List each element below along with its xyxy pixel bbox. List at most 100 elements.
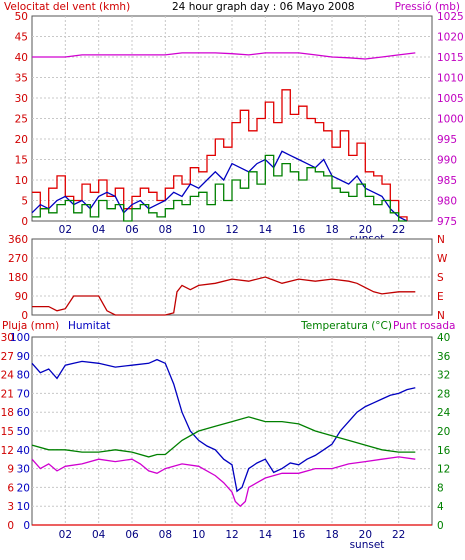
x-tick-label: 06 [125,224,139,236]
dew_point-series-line [31,456,416,508]
x-tick-label: 20 [359,224,372,236]
direction-y-tick-label: 360 [8,234,28,246]
humidity-y-tick-label: 90 [17,351,30,363]
x-tick-label: 12 [225,529,238,541]
humidity-y-tick-label: 70 [17,388,30,400]
wind-y-tick-label: 15 [15,155,28,167]
wind-chart-title: 24 hour graph day : 06 Mayo 2008 [172,1,355,13]
pressure-y-tick-label: 1020 [437,32,464,44]
rain-y-tick-label: 0 [7,520,14,532]
pressure-y-tick-label: 1010 [437,73,464,85]
rain-y-tick-label: 9 [7,464,14,476]
humidity-y-tick-label: 60 [17,407,30,419]
wind-y-tick-label: 40 [15,52,28,64]
compass-tick-label: N [437,234,445,246]
x-tick-label: 04 [92,529,106,541]
x-tick-label: 18 [325,224,338,236]
rain-y-tick-label: 27 [1,351,14,363]
compass-tick-label: S [437,272,444,284]
x-tick-label: 10 [192,224,205,236]
direction-y-tick-label: 0 [21,310,28,322]
pressure-y-tick-label: 1025 [437,11,464,23]
x-tick-label: 02 [59,529,72,541]
wind-y-tick-label: 10 [15,175,28,187]
x-tick-label: 22 [392,224,405,236]
compass-tick-label: W [437,253,448,265]
rain-y-tick-label: 18 [1,407,14,419]
wind-y-tick-label: 25 [15,114,28,126]
x-tick-label: 14 [259,224,273,236]
x-tick-label: 08 [159,529,172,541]
x-tick-label: 20 [359,529,372,541]
direction-y-tick-label: 270 [8,253,28,265]
pressure-y-tick-label: 1015 [437,52,464,64]
temperature-y-tick-label: 4 [437,501,444,513]
humidity-temperature-panel: Pluja (mm) Humitat Temperatura (°C) Punt… [1,320,456,551]
temperature-y-tick-label: 40 [437,332,450,344]
x-tick-label: 22 [392,529,405,541]
gust-series-line [32,89,408,221]
temperature-y-tick-label: 28 [437,388,450,400]
x-tick-label: 10 [192,529,205,541]
wind-y-tick-label: 20 [15,134,28,146]
humidity-series-line [31,358,416,493]
temperature-y-tick-label: 36 [437,351,451,363]
rain-y-tick-label: 21 [1,388,14,400]
rain-axis-label: Pluja (mm) [2,320,59,332]
pressure-axis-label: Pressió (mb) [395,1,460,13]
compass-tick-label: N [437,310,445,322]
wind-y-tick-label: 45 [15,32,28,44]
temperature-y-tick-label: 16 [437,445,451,457]
humidity-y-tick-label: 100 [10,332,30,344]
x-tick-label: 14 [259,529,273,541]
temperature-y-tick-label: 24 [437,407,451,419]
rain-y-tick-label: 30 [1,332,14,344]
wind-series-line [31,150,408,222]
direction-series-line [32,276,416,316]
wind-y-tick-label: 5 [21,196,28,208]
rain-y-tick-label: 24 [1,370,15,382]
pressure-series-line [32,52,416,60]
humidity-axis-label: Humitat [68,320,110,332]
wind-pressure-panel: Velocitat del vent (kmh) 24 hour graph d… [4,1,464,245]
rain-y-tick-label: 3 [7,501,14,513]
x-tick-label: 18 [325,529,338,541]
temperature-axis-label: Temperatura (°C) [300,320,392,332]
pressure-y-tick-label: 980 [437,196,457,208]
sunset-annotation: sunset [350,539,385,551]
temperature-y-tick-label: 0 [437,520,444,532]
x-tick-label: 06 [125,529,139,541]
x-tick-label: 12 [225,224,238,236]
compass-tick-label: E [437,291,444,303]
x-tick-label: 16 [292,224,306,236]
pressure-y-tick-label: 975 [437,216,457,228]
humidity-y-tick-label: 20 [17,482,30,494]
wind-axis-label: Velocitat del vent (kmh) [4,1,130,13]
x-tick-label: 08 [159,224,172,236]
pressure-y-tick-label: 1000 [437,114,464,126]
rain-y-tick-label: 6 [7,482,14,494]
pressure-y-tick-label: 1005 [437,93,464,105]
temperature-y-tick-label: 12 [437,464,450,476]
pressure-y-tick-label: 985 [437,175,457,187]
rain-y-tick-label: 12 [1,445,14,457]
temperature-y-tick-label: 8 [437,482,444,494]
humidity-y-tick-label: 0 [23,520,30,532]
humidity-y-tick-label: 10 [17,501,30,513]
direction-y-tick-label: 90 [15,291,28,303]
wind-y-tick-label: 35 [15,73,28,85]
average-series-line [32,154,407,222]
temperature-series-line [31,416,416,458]
humidity-y-tick-label: 40 [17,445,30,457]
wind-y-tick-label: 0 [21,216,28,228]
temperature-y-tick-label: 20 [437,426,450,438]
humidity-y-tick-label: 30 [17,464,30,476]
wind-y-tick-label: 50 [15,11,28,23]
x-tick-label: 02 [59,224,72,236]
pressure-y-tick-label: 995 [437,134,457,146]
humidity-y-tick-label: 80 [17,370,30,382]
direction-y-tick-label: 180 [8,272,28,284]
temperature-y-tick-label: 32 [437,370,450,382]
